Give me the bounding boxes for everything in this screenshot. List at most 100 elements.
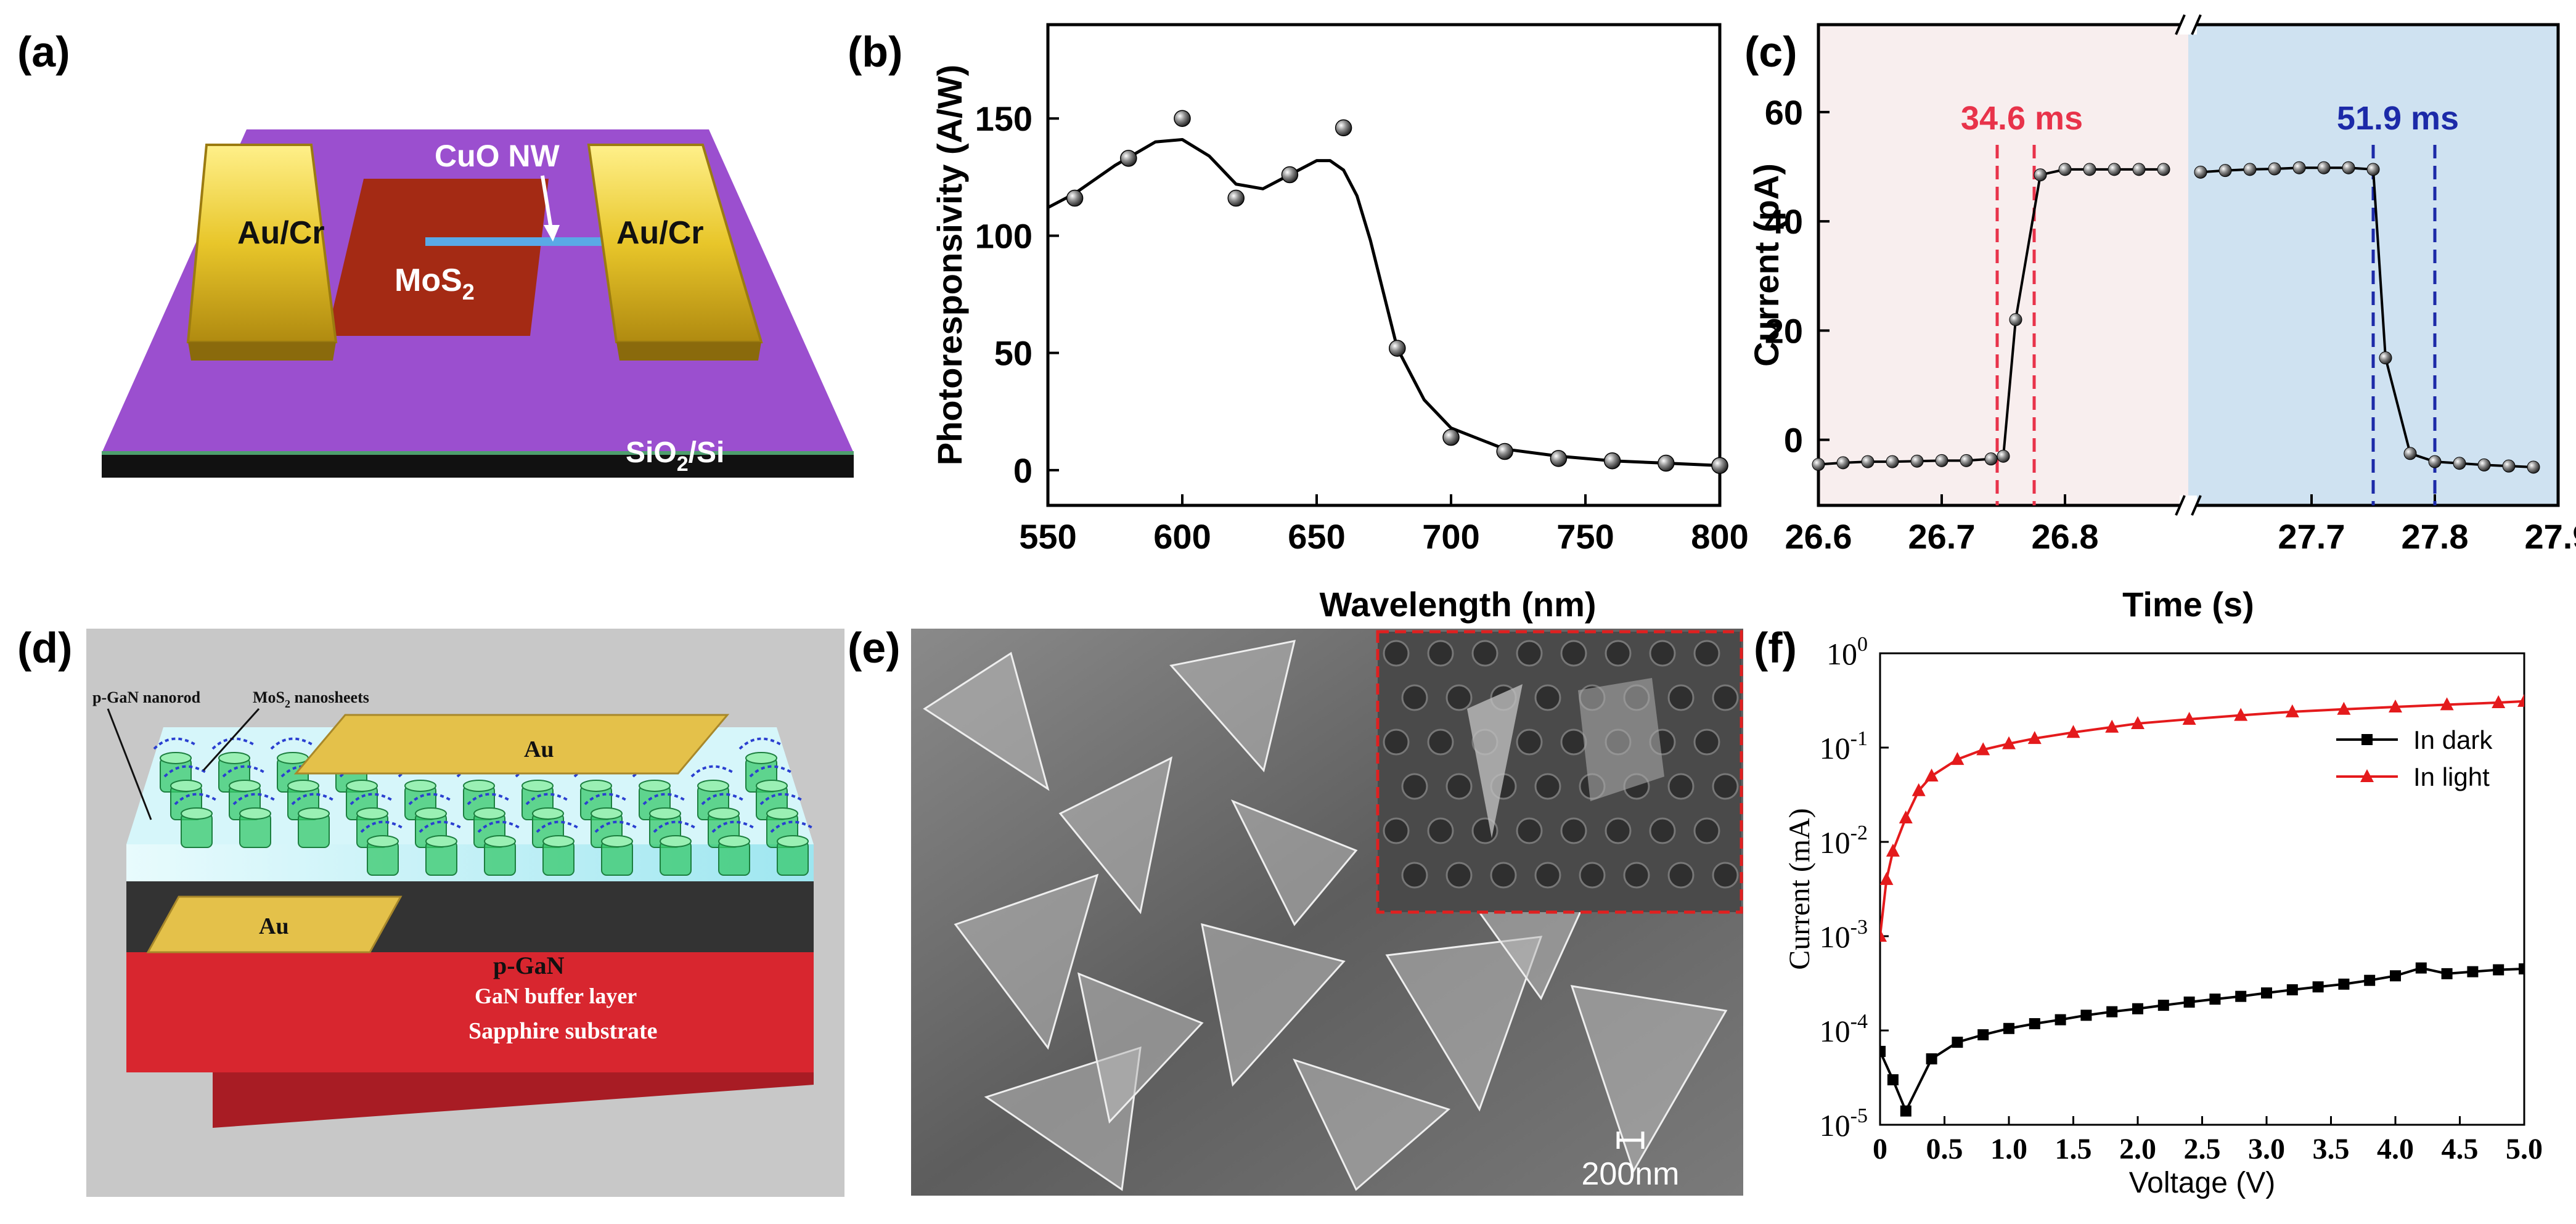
data-point-triangle — [2002, 736, 2016, 749]
left-au-electrode — [186, 144, 338, 361]
sem-inset-texture — [1383, 640, 1739, 889]
x-tick-label: 0.5 — [1926, 1133, 1963, 1165]
x-tick-label: 2.5 — [2184, 1133, 2221, 1165]
nanorod-top — [287, 780, 319, 792]
data-point-square — [1926, 1053, 1937, 1065]
data-point — [1658, 454, 1675, 472]
data-point-triangle — [1976, 742, 1990, 756]
x-axis-label: Time (s) — [2122, 585, 2254, 624]
au-electrode-top — [293, 714, 730, 775]
data-point-triangle — [1899, 810, 1913, 823]
legend-marker — [2361, 734, 2373, 745]
inset-nanorod-tip — [1534, 862, 1561, 889]
nanosheet-molecule — [408, 793, 454, 806]
y-tick-label: 40 — [1765, 202, 1803, 241]
nanorod-label: p-GaN nanorod — [92, 688, 201, 706]
axis-break-mark — [2191, 14, 2202, 35]
inset-nanorod-tip — [1534, 773, 1561, 800]
inset-nanorod-tip — [1427, 728, 1454, 756]
nanosheet-molecule — [536, 820, 581, 833]
inset-nanorod-tip — [1383, 817, 1410, 844]
data-point — [1389, 340, 1406, 357]
nanorod-top — [745, 752, 777, 764]
data-point — [2157, 163, 2170, 176]
x-tick-label: 27.7 — [2278, 517, 2345, 556]
data-point — [1281, 166, 1299, 184]
inset-nanorod-tip — [1693, 728, 1720, 756]
nanosheet-molecule — [749, 765, 795, 778]
nanorod-top — [463, 780, 495, 792]
nanosheet-molecule — [653, 820, 698, 833]
x-axis-label: Voltage (V) — [2129, 1167, 2275, 1199]
data-point — [2453, 457, 2466, 470]
nanosheet-molecule — [232, 793, 278, 806]
inset-nanorod-tip — [1516, 817, 1543, 844]
data-point-square — [2338, 978, 2350, 990]
inset-nanorod-tip — [1516, 728, 1543, 756]
panel-c-label: (c) — [1744, 28, 1797, 76]
nanosheet-molecule — [419, 820, 464, 833]
nanorod-top — [346, 780, 378, 792]
nanosheet-flake — [1201, 923, 1346, 1087]
inset-nanorod-tip — [1383, 728, 1410, 756]
series-line — [1880, 966, 2524, 1114]
data-point — [2108, 163, 2121, 176]
scale-bar — [1616, 1132, 1645, 1149]
inset-nanorod-tip — [1605, 640, 1632, 667]
data-point-triangle — [2517, 693, 2524, 707]
data-point — [2379, 351, 2392, 365]
inset-nanorod-tip — [1560, 817, 1587, 844]
data-point — [1496, 443, 1513, 460]
x-tick-label: 27.9 — [2525, 517, 2576, 556]
cuo-arrow — [541, 175, 554, 234]
right-au-electrode — [587, 144, 763, 361]
light-on-region — [2188, 25, 2558, 505]
nanosheet-molecule — [291, 793, 337, 806]
inset-nanorod-tip — [1649, 817, 1676, 844]
data-point-square — [1887, 1074, 1899, 1086]
x-tick-label: 4.0 — [2377, 1133, 2414, 1165]
nanorod-top — [756, 780, 788, 792]
nanorod-top — [415, 807, 447, 820]
y-axis-label: Photoresponsivity (A/W) — [930, 65, 969, 465]
data-point-square — [2235, 990, 2247, 1002]
data-point — [1886, 455, 1899, 468]
nanosheet-molecule — [584, 793, 629, 806]
nanorod-top — [170, 780, 202, 792]
y-tick-label: 60 — [1765, 93, 1803, 132]
data-point-triangle — [2492, 695, 2506, 709]
y-tick-label: 0 — [1013, 451, 1032, 490]
data-point — [2132, 163, 2146, 176]
nanosheet-molecule — [222, 765, 268, 778]
x-tick-label: 27.8 — [2402, 517, 2469, 556]
data-point-triangle — [2440, 697, 2454, 711]
x-tick-label: 700 — [1422, 517, 1479, 556]
nanosheet-molecule — [163, 765, 209, 778]
nanosheet-flake — [923, 651, 1050, 791]
data-point — [2194, 165, 2207, 179]
data-point — [2403, 447, 2417, 460]
y-tick-label: 50 — [994, 334, 1032, 373]
panel-d-label: (d) — [17, 624, 72, 672]
pgan-label: p-GaN — [493, 952, 565, 979]
x-tick-label: 26.7 — [1908, 517, 1976, 556]
nanorod-top — [484, 835, 516, 847]
inset-nanorod-tip — [1383, 640, 1410, 667]
data-point-triangle — [1880, 871, 1894, 885]
nanorod-top — [639, 780, 671, 792]
x-tick-label: 550 — [1019, 517, 1076, 556]
scale-bar-label: 200nm — [1582, 1156, 1680, 1192]
sio2-si-label: SiO2/Si — [626, 436, 724, 476]
nanorod-top — [766, 807, 798, 820]
nanorod-top — [660, 835, 692, 847]
data-point — [1984, 452, 1998, 466]
data-point-square — [1977, 1029, 1989, 1041]
photoresponsivity-chart: 550 600 650 700 750 800 0 50 100 150Photoresponsi… — [930, 23, 1749, 556]
nanosheets-label: MoS2 nanosheets — [253, 688, 369, 710]
mos2-flake — [327, 179, 549, 336]
nanorod-top — [218, 752, 250, 764]
data-point-triangle — [2105, 719, 2119, 733]
panel-e: (e) 200nm — [848, 624, 1743, 1196]
axis-break-mark — [2175, 14, 2186, 35]
inset-nanorod-tip — [1534, 684, 1561, 711]
